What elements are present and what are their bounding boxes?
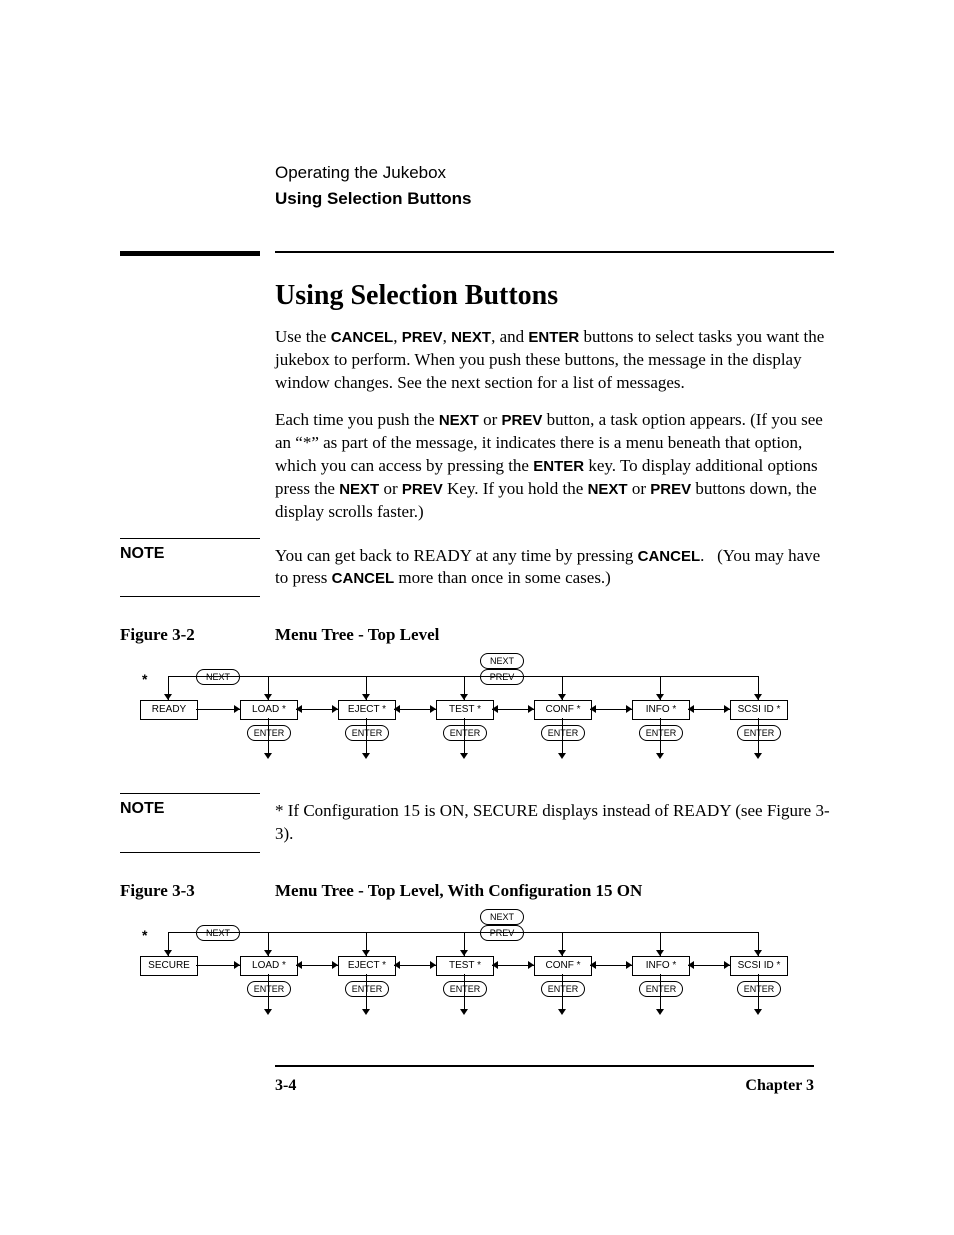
next-pill: NEXT xyxy=(196,669,240,685)
next-pill: NEXT xyxy=(196,925,240,941)
enter-pill: ENTER xyxy=(247,981,291,997)
figure-3-3-caption: Figure 3-3 Menu Tree - Top Level, With C… xyxy=(120,881,834,901)
figure-3-2-caption: Figure 3-2 Menu Tree - Top Level xyxy=(120,625,834,645)
paragraph-1: Use the CANCEL, PREV, NEXT, and ENTER bu… xyxy=(275,326,834,395)
header-chapter: Operating the Jukebox xyxy=(275,160,834,186)
figure-3-2-diagram: *NEXTNEXTPREVREADYLOAD *ENTEREJECT *ENTE… xyxy=(120,653,834,763)
paragraph-2: Each time you push the NEXT or PREV butt… xyxy=(275,409,834,524)
menu-box: CONF * xyxy=(534,956,592,976)
page-heading: Using Selection Buttons xyxy=(275,280,834,312)
menu-box: EJECT * xyxy=(338,956,396,976)
next-pill: NEXT xyxy=(480,909,524,925)
enter-pill: ENTER xyxy=(443,725,487,741)
menu-box: SECURE xyxy=(140,956,198,976)
menu-box: READY xyxy=(140,700,198,720)
menu-box: SCSI ID * xyxy=(730,956,788,976)
top-rule xyxy=(120,251,834,256)
asterisk-marker: * xyxy=(142,927,147,943)
next-pill: NEXT xyxy=(480,653,524,669)
enter-pill: ENTER xyxy=(737,725,781,741)
prev-pill: PREV xyxy=(480,669,524,685)
chapter-number: Chapter 3 xyxy=(745,1077,814,1095)
menu-box: TEST * xyxy=(436,956,494,976)
enter-pill: ENTER xyxy=(639,981,683,997)
footer: 3-4 Chapter 3 xyxy=(275,1077,814,1095)
page-number: 3-4 xyxy=(275,1077,296,1095)
menu-box: LOAD * xyxy=(240,700,298,720)
menu-box: CONF * xyxy=(534,700,592,720)
enter-pill: ENTER xyxy=(443,981,487,997)
header-section: Using Selection Buttons xyxy=(275,186,834,212)
menu-box: SCSI ID * xyxy=(730,700,788,720)
note-2: NOTE * If Configuration 15 is ON, SECURE… xyxy=(120,793,834,853)
enter-pill: ENTER xyxy=(639,725,683,741)
note-label: NOTE xyxy=(120,545,275,563)
enter-pill: ENTER xyxy=(247,725,291,741)
prev-pill: PREV xyxy=(480,925,524,941)
menu-box: INFO * xyxy=(632,700,690,720)
menu-box: TEST * xyxy=(436,700,494,720)
footer-rule xyxy=(275,1065,814,1067)
note-text: * If Configuration 15 is ON, SECURE disp… xyxy=(275,800,834,846)
menu-box: LOAD * xyxy=(240,956,298,976)
enter-pill: ENTER xyxy=(541,725,585,741)
figure-3-3-diagram: *NEXTNEXTPREVSECURELOAD *ENTEREJECT *ENT… xyxy=(120,909,834,1019)
menu-box: INFO * xyxy=(632,956,690,976)
enter-pill: ENTER xyxy=(541,981,585,997)
asterisk-marker: * xyxy=(142,671,147,687)
enter-pill: ENTER xyxy=(345,725,389,741)
menu-box: EJECT * xyxy=(338,700,396,720)
note-text: You can get back to READY at any time by… xyxy=(275,545,834,591)
note-1: NOTE You can get back to READY at any ti… xyxy=(120,538,834,598)
note-label: NOTE xyxy=(120,800,275,818)
enter-pill: ENTER xyxy=(737,981,781,997)
enter-pill: ENTER xyxy=(345,981,389,997)
